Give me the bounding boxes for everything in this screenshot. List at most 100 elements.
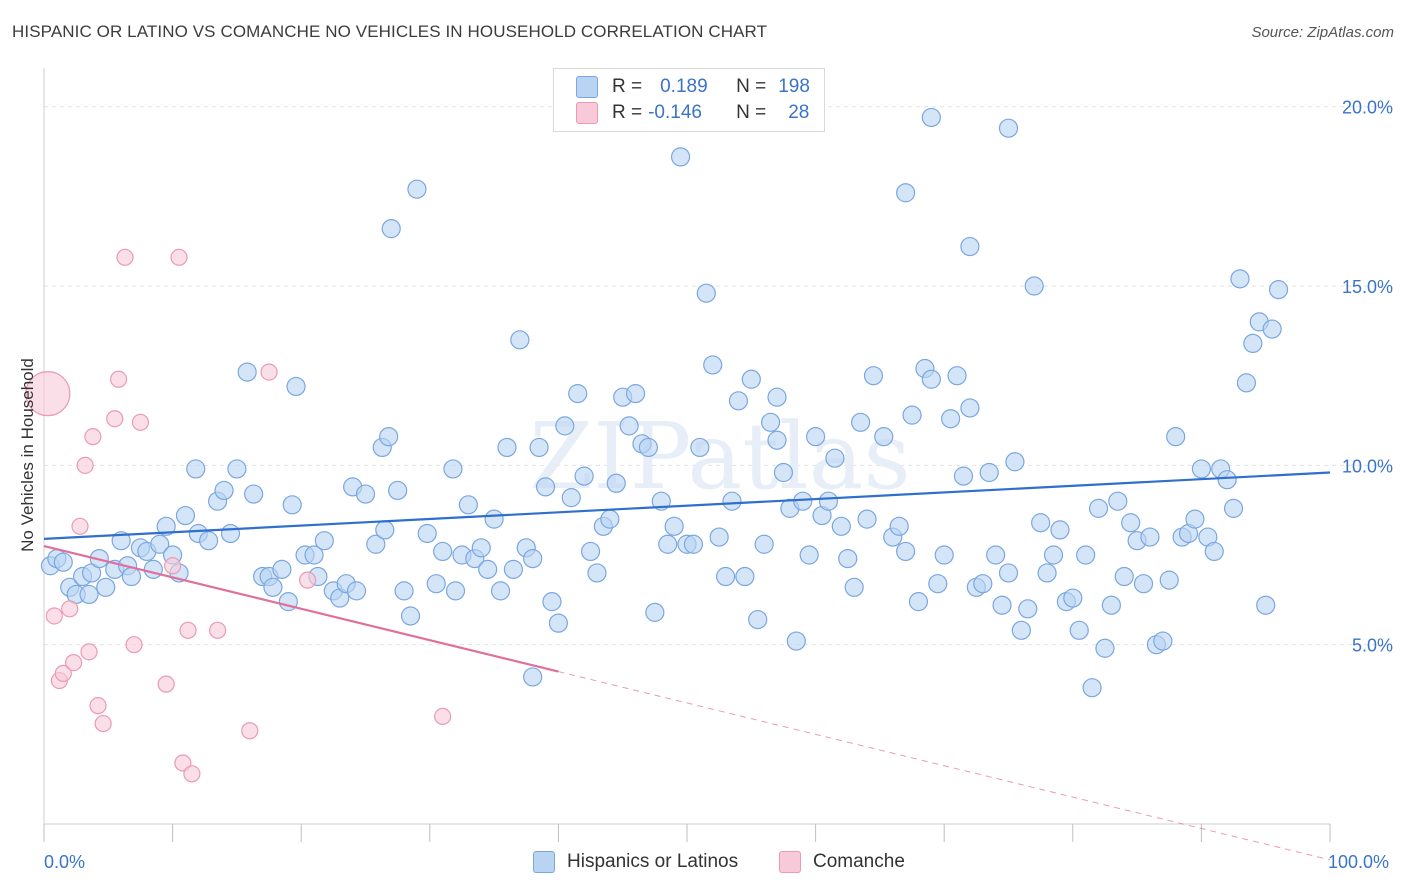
data-point-hispanic bbox=[1069, 620, 1089, 640]
data-point-hispanic bbox=[818, 491, 839, 511]
data-point-comanche bbox=[109, 370, 128, 388]
data-point-hispanic bbox=[355, 484, 376, 504]
data-point-hispanic bbox=[1185, 509, 1205, 529]
r-value: 0.189 bbox=[660, 76, 708, 97]
data-point-hispanic bbox=[1153, 631, 1173, 651]
data-point-hispanic bbox=[1191, 459, 1212, 479]
data-point-hispanic bbox=[947, 366, 967, 386]
data-point-hispanic bbox=[1243, 333, 1263, 354]
data-point-hispanic bbox=[1121, 513, 1141, 533]
data-point-hispanic bbox=[1101, 595, 1121, 615]
data-point-hispanic bbox=[1204, 541, 1224, 562]
data-point-hispanic bbox=[394, 581, 414, 601]
data-point-hispanic bbox=[1262, 319, 1282, 339]
data-point-hispanic bbox=[851, 412, 871, 432]
data-point-comanche bbox=[64, 654, 83, 672]
data-point-hispanic bbox=[1140, 527, 1160, 547]
data-point-hispanic bbox=[96, 577, 116, 597]
data-point-hispanic bbox=[156, 516, 176, 536]
data-point-hispanic bbox=[874, 427, 894, 447]
data-point-hispanic bbox=[645, 602, 665, 622]
data-point-comanche bbox=[125, 636, 143, 654]
data-point-hispanic bbox=[263, 577, 283, 597]
data-point-hispanic bbox=[934, 545, 954, 565]
data-point-hispanic bbox=[388, 480, 408, 501]
legend-label: Comanche bbox=[813, 851, 905, 872]
data-point-comanche bbox=[25, 371, 71, 417]
data-point-hispanic bbox=[433, 541, 453, 562]
data-point-comanche bbox=[76, 456, 94, 474]
data-point-hispanic bbox=[490, 581, 511, 601]
data-point-hispanic bbox=[529, 437, 549, 458]
data-point-comanche bbox=[71, 517, 89, 535]
data-point-comanche bbox=[179, 621, 197, 639]
watermark: ZIPatlas bbox=[529, 403, 910, 510]
data-point-comanche bbox=[299, 571, 317, 589]
data-point-hispanic bbox=[574, 466, 594, 486]
y-tick-label: 15.0% bbox=[1342, 277, 1393, 297]
data-point-hispanic bbox=[921, 107, 941, 128]
data-point-hispanic bbox=[1011, 620, 1031, 640]
data-point-hispanic bbox=[478, 559, 498, 579]
data-point-hispanic bbox=[1005, 452, 1025, 472]
data-point-hispanic bbox=[696, 283, 716, 303]
data-point-hispanic bbox=[998, 118, 1019, 138]
data-point-hispanic bbox=[973, 574, 993, 594]
data-point-hispanic bbox=[896, 541, 916, 562]
legend-item-comanche[interactable]: Comanche bbox=[779, 851, 905, 873]
data-point-hispanic bbox=[998, 563, 1019, 583]
data-point-hispanic bbox=[375, 520, 395, 540]
data-point-hispanic bbox=[1268, 280, 1289, 300]
comanche-points bbox=[25, 248, 452, 783]
data-point-hispanic bbox=[484, 509, 504, 529]
data-point-hispanic bbox=[941, 409, 961, 429]
data-point-hispanic bbox=[728, 391, 749, 411]
data-point-comanche bbox=[94, 714, 112, 733]
data-point-hispanic bbox=[497, 437, 517, 458]
data-point-comanche bbox=[89, 697, 107, 715]
data-point-hispanic bbox=[272, 559, 292, 579]
n-label: N = bbox=[736, 102, 767, 123]
data-point-hispanic bbox=[1114, 566, 1134, 587]
data-point-hispanic bbox=[619, 416, 639, 436]
hispanic-points bbox=[40, 107, 1289, 698]
legend-swatch-blue bbox=[533, 851, 555, 873]
data-point-hispanic bbox=[889, 516, 909, 536]
data-point-hispanic bbox=[1217, 470, 1237, 490]
data-point-hispanic bbox=[523, 667, 543, 687]
data-point-hispanic bbox=[199, 531, 219, 551]
data-point-hispanic bbox=[658, 534, 678, 554]
data-point-hispanic bbox=[664, 516, 684, 536]
data-point-hispanic bbox=[960, 398, 980, 418]
stats-row-hispanic: R = 0.189 N = 198 bbox=[576, 74, 810, 100]
data-point-hispanic bbox=[366, 534, 386, 554]
data-point-hispanic bbox=[953, 466, 974, 486]
data-point-hispanic bbox=[503, 559, 523, 579]
n-value: 198 bbox=[778, 76, 810, 97]
data-point-comanche bbox=[45, 607, 63, 625]
data-point-hispanic bbox=[709, 527, 729, 547]
legend-item-hispanic[interactable]: Hispanics or Latinos bbox=[533, 851, 738, 873]
data-point-hispanic bbox=[381, 219, 401, 239]
data-point-hispanic bbox=[1108, 491, 1128, 511]
data-point-hispanic bbox=[220, 523, 241, 544]
data-point-comanche bbox=[84, 428, 102, 446]
data-point-hispanic bbox=[1050, 520, 1070, 540]
data-point-hispanic bbox=[1076, 545, 1096, 565]
source-label: Source: ZipAtlas.com bbox=[1251, 24, 1394, 41]
y-tick-label: 5.0% bbox=[1352, 636, 1393, 656]
data-point-hispanic bbox=[831, 516, 851, 536]
data-point-hispanic bbox=[1031, 513, 1051, 533]
data-point-comanche bbox=[183, 765, 201, 783]
data-point-hispanic bbox=[703, 355, 723, 375]
chart-title: HISPANIC OR LATINO VS COMANCHE NO VEHICL… bbox=[12, 22, 768, 41]
data-point-hispanic bbox=[1082, 678, 1102, 698]
data-point-hispanic bbox=[979, 462, 999, 483]
data-point-hispanic bbox=[638, 437, 659, 458]
data-point-hispanic bbox=[908, 592, 929, 612]
data-point-hispanic bbox=[1043, 545, 1064, 565]
data-point-hispanic bbox=[606, 473, 626, 493]
data-point-hispanic bbox=[1230, 269, 1250, 289]
data-point-hispanic bbox=[986, 545, 1006, 565]
data-point-hispanic bbox=[735, 566, 755, 587]
